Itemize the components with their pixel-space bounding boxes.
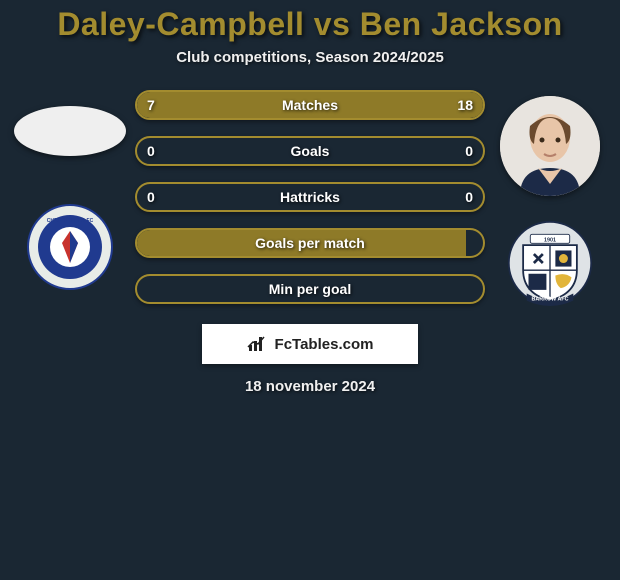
stat-label: Goals per match xyxy=(137,230,483,256)
stat-bar: Goals per match xyxy=(135,228,485,258)
left-column: CHESTERFIELD FC xyxy=(15,90,125,290)
right-club-crest: 1901 BARROW AFC xyxy=(507,220,593,306)
chart-icon xyxy=(247,335,269,353)
stat-bar: Min per goal xyxy=(135,274,485,304)
stat-bar: 00Goals xyxy=(135,136,485,166)
left-player-avatar xyxy=(14,106,126,156)
right-column: 1901 BARROW AFC xyxy=(495,90,605,306)
footer-date: 18 november 2024 xyxy=(0,378,620,395)
right-player-avatar xyxy=(500,96,600,196)
brand-text: FcTables.com xyxy=(275,336,374,353)
stat-label: Goals xyxy=(137,138,483,164)
stat-label: Min per goal xyxy=(137,276,483,302)
stat-bar: 718Matches xyxy=(135,90,485,120)
svg-text:CHESTERFIELD FC: CHESTERFIELD FC xyxy=(47,218,94,224)
stat-bar: 00Hattricks xyxy=(135,182,485,212)
svg-text:1901: 1901 xyxy=(544,238,556,244)
stat-bars: 718Matches 00Goals 00Hattricks Goals per ma… xyxy=(135,90,485,304)
main-row: CHESTERFIELD FC 718Matches 00Goals 00Hattr… xyxy=(0,90,620,306)
stat-label: Hattricks xyxy=(137,184,483,210)
page-title: Daley-Campbell vs Ben Jackson xyxy=(0,6,620,43)
subtitle: Club competitions, Season 2024/2025 xyxy=(0,49,620,66)
brand-footer: FcTables.com xyxy=(202,324,418,364)
comparison-card: Daley-Campbell vs Ben Jackson Club compe… xyxy=(0,0,620,395)
svg-text:BARROW AFC: BARROW AFC xyxy=(531,297,568,303)
stat-label: Matches xyxy=(137,92,483,118)
left-club-crest: CHESTERFIELD FC xyxy=(27,204,113,290)
